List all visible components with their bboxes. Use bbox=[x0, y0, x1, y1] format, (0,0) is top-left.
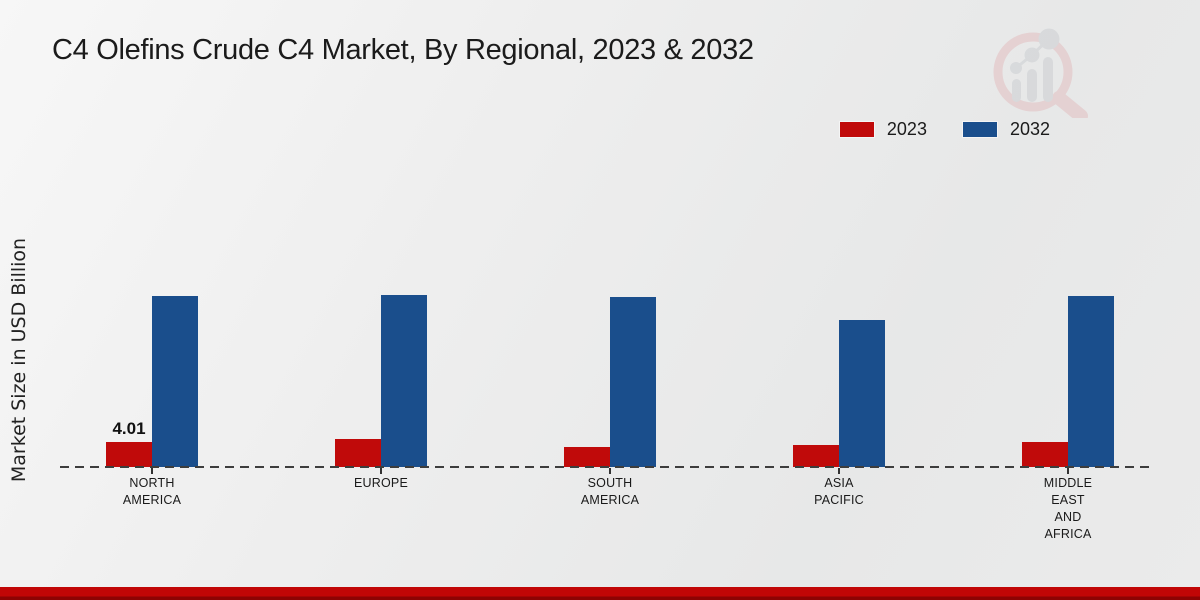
chart-title: C4 Olefins Crude C4 Market, By Regional,… bbox=[52, 34, 754, 66]
bar-2023-middle-east-and-africa bbox=[1022, 442, 1068, 467]
plot-area: NORTH AMERICA EUROPE SOUTH AMERICA ASIA PAC… bbox=[60, 120, 1153, 541]
footer-accent-bar bbox=[0, 587, 1200, 600]
bar-2023-asia-pacific bbox=[793, 445, 839, 467]
bar-2032-europe bbox=[381, 295, 427, 467]
legend-label: 2023 bbox=[886, 119, 927, 139]
y-axis-label: Market Size in USD Billion bbox=[8, 237, 30, 483]
brand-logo-watermark bbox=[983, 22, 1095, 123]
x-axis-tick bbox=[1067, 468, 1069, 474]
x-axis-tick bbox=[838, 468, 840, 474]
x-axis-tick bbox=[380, 468, 382, 474]
legend-item-2032: 2032 bbox=[962, 119, 1050, 140]
bar-2023-north-america bbox=[106, 442, 152, 467]
legend-item-2023: 2023 bbox=[839, 119, 927, 140]
bar-2032-north-america bbox=[152, 296, 198, 467]
x-axis-tick bbox=[151, 468, 153, 474]
bar-2023-europe bbox=[335, 439, 381, 467]
bar-2032-asia-pacific bbox=[839, 320, 885, 467]
bar-2023-south-america bbox=[564, 447, 610, 467]
bar-value-label: 4.01 bbox=[112, 419, 146, 438]
x-axis-category-label: MIDDLE EAST AND AFRICA bbox=[1043, 476, 1093, 541]
zero-baseline-dashed bbox=[60, 466, 1153, 468]
x-axis-tick bbox=[609, 468, 611, 474]
x-axis-category-label: ASIA PACIFIC bbox=[814, 476, 864, 507]
legend: 2023 2032 bbox=[839, 119, 1050, 140]
legend-swatch-2023 bbox=[839, 122, 874, 137]
bar-2032-middle-east-and-africa bbox=[1068, 296, 1114, 467]
x-axis-category-label: EUROPE bbox=[354, 476, 408, 490]
legend-swatch-2032 bbox=[962, 122, 997, 137]
x-axis-category-label: NORTH AMERICA bbox=[122, 476, 182, 507]
bar-2032-south-america bbox=[610, 297, 656, 467]
x-axis-category-label: SOUTH AMERICA bbox=[580, 476, 640, 507]
legend-label: 2032 bbox=[1009, 119, 1050, 139]
magnifier-bar-chart-icon bbox=[993, 28, 1088, 123]
